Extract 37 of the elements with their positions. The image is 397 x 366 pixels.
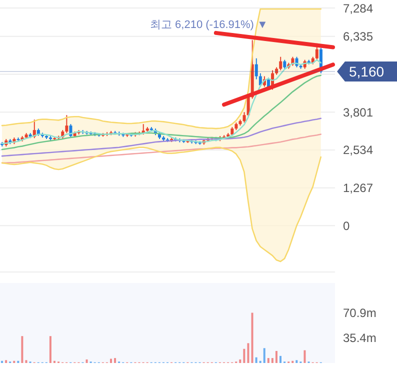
y-tick-label: 2,534	[343, 143, 374, 158]
line-series	[1, 146, 322, 262]
bar	[296, 360, 298, 363]
candlestick	[242, 112, 246, 124]
candlestick	[254, 58, 258, 80]
bar	[243, 348, 246, 363]
bar	[49, 336, 52, 363]
y-tick-label: 70.9m	[343, 306, 376, 320]
bar	[271, 358, 274, 363]
bar	[25, 360, 28, 363]
bar	[5, 360, 8, 363]
line-series	[1, 8, 322, 130]
bar	[110, 358, 112, 363]
y-tick-label: 3,801	[343, 105, 374, 120]
ref-line-label: 5,160	[349, 63, 384, 80]
line-series	[1, 74, 322, 150]
bar	[251, 312, 254, 363]
bar	[263, 348, 266, 363]
bar	[267, 358, 270, 363]
candlestick	[65, 114, 68, 134]
bar	[247, 343, 250, 363]
y-tick-label: 0	[343, 218, 350, 233]
bar	[304, 350, 306, 363]
y-tick-label: 6,335	[343, 30, 374, 44]
bar	[114, 358, 116, 363]
y-tick-label: 7,284	[343, 1, 374, 16]
bar	[21, 336, 24, 363]
bar	[280, 356, 282, 363]
candlestick	[279, 56, 282, 71]
y-tick-label: 35.4m	[343, 331, 376, 346]
y-tick-label: 1,267	[343, 181, 374, 196]
bar	[86, 359, 88, 363]
bar	[255, 357, 258, 363]
bar	[275, 350, 278, 363]
annotation: 최고 6,210 (-16.91%) ▼	[150, 18, 268, 32]
bar	[239, 359, 242, 363]
line-series	[1, 118, 322, 157]
